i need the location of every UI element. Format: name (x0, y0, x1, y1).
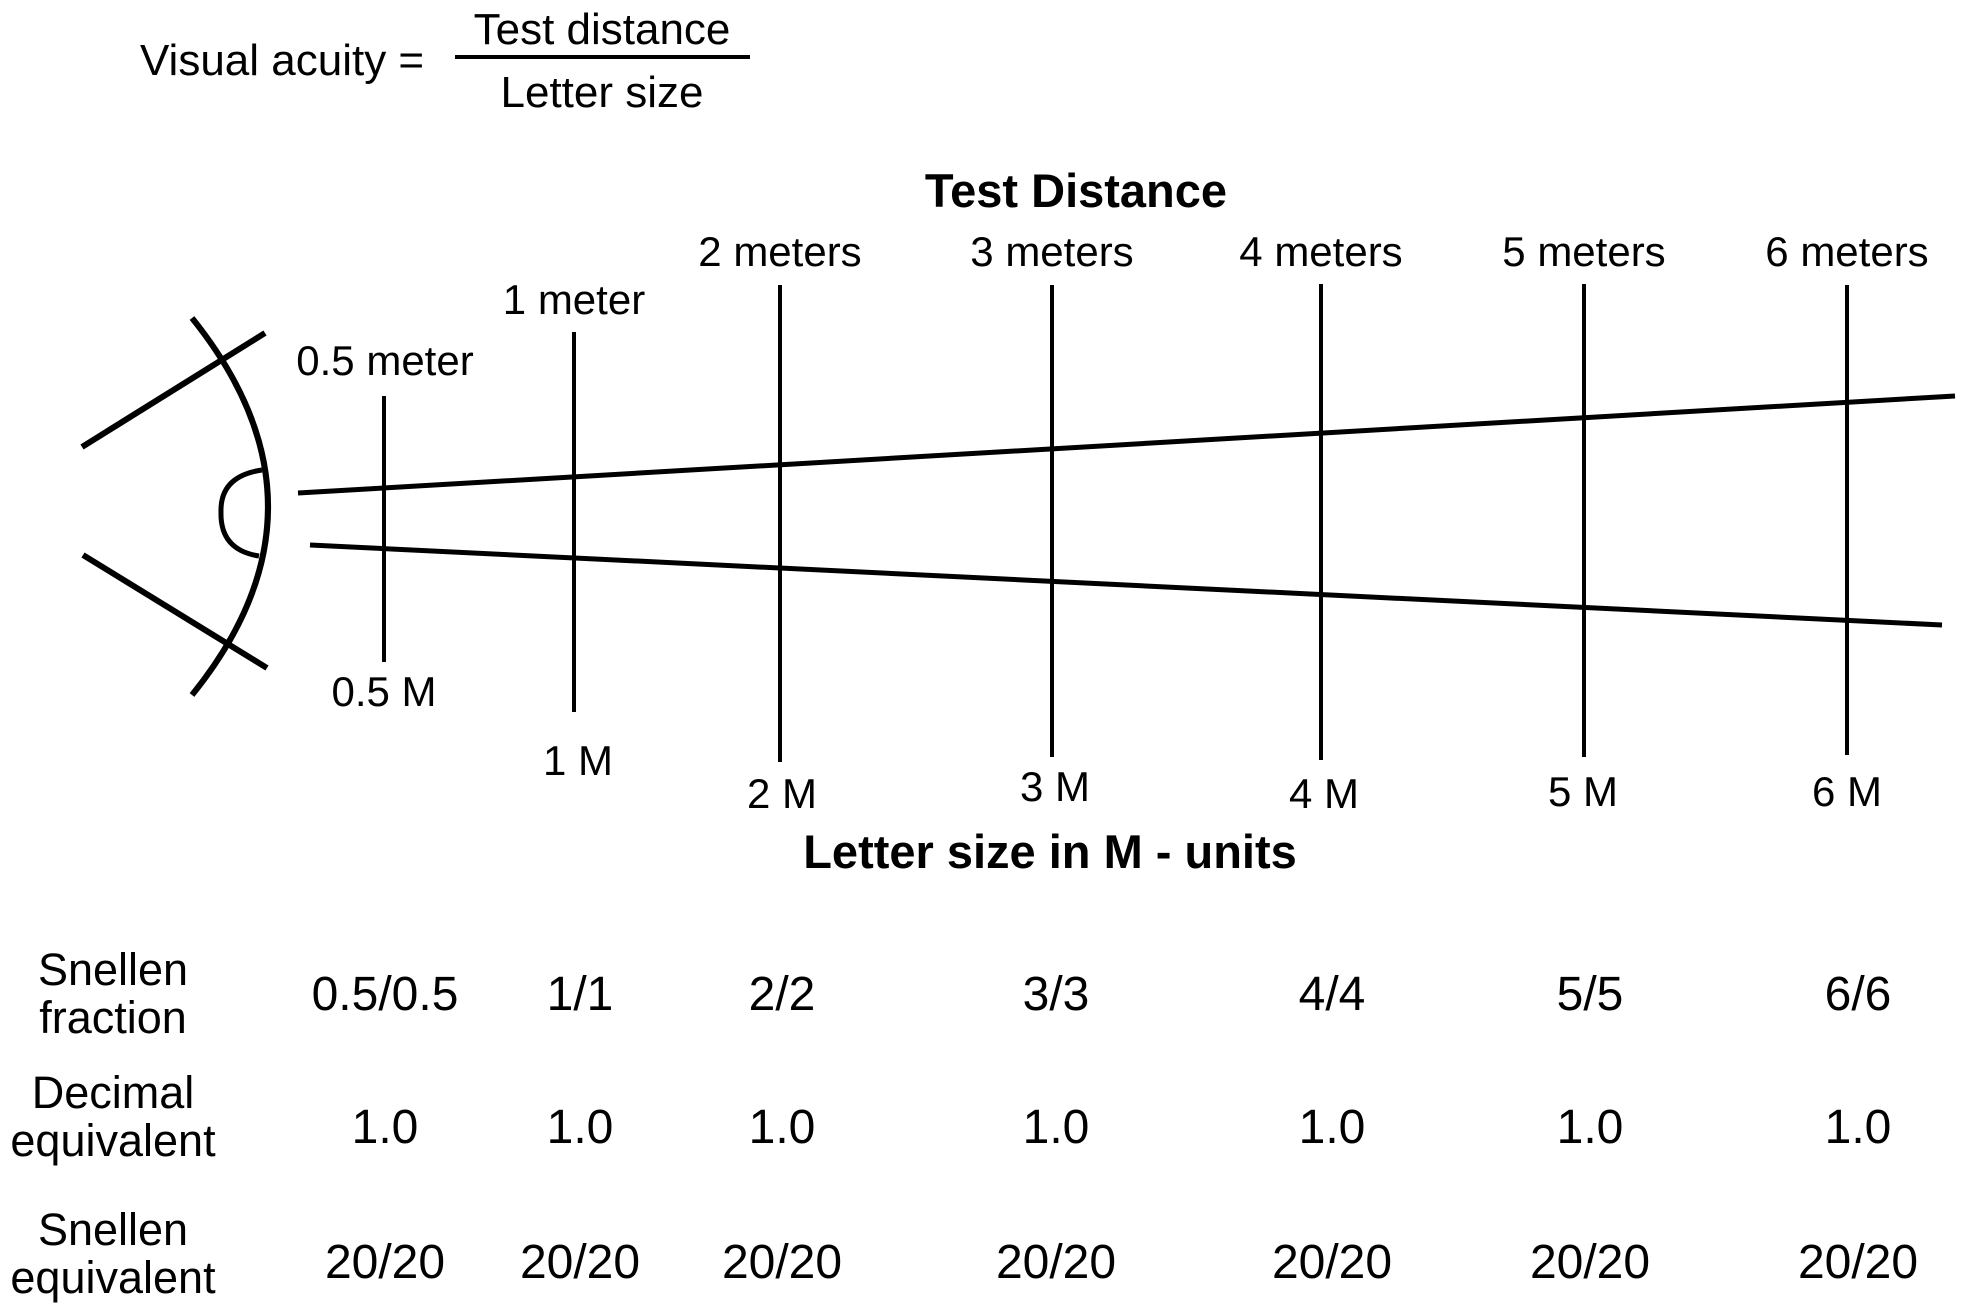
table-row-snellen-equivalent: 20/20 20/20 20/20 20/20 20/20 20/20 20/2… (325, 1236, 1918, 1289)
table-row-label-decimal-equivalent: Decimal equivalent (10, 1067, 216, 1166)
snellen-fraction-value: 4/4 (1299, 968, 1366, 1021)
distance-column-0.5m: 0.5 meter 0.5 M (296, 337, 473, 715)
table-row-decimal-equivalent: 1.0 1.0 1.0 1.0 1.0 1.0 1.0 (352, 1101, 1892, 1154)
decimal-equivalent-value: 1.0 (1825, 1101, 1892, 1154)
distance-label: 0.5 meter (296, 337, 473, 384)
snellen-fraction-value: 0.5/0.5 (312, 968, 459, 1021)
letter-size-label: 3 M (1020, 763, 1090, 810)
letter-size-label: 6 M (1812, 768, 1882, 815)
decimal-equivalent-value: 1.0 (352, 1101, 419, 1154)
decimal-equivalent-value: 1.0 (1023, 1101, 1090, 1154)
snellen-equivalent-value: 20/20 (1272, 1236, 1392, 1289)
distance-label: 4 meters (1239, 228, 1402, 275)
upper-ray-line (297, 393, 1956, 496)
distance-label: 1 meter (503, 276, 645, 323)
distance-column-2m: 2 meters 2 M (698, 228, 861, 817)
row-label-line: equivalent (10, 1115, 216, 1166)
formula-numerator: Test distance (474, 5, 731, 54)
decimal-equivalent-value: 1.0 (1299, 1101, 1366, 1154)
row-label-line: fraction (39, 992, 187, 1043)
letter-size-label: 1 M (543, 737, 613, 784)
eye-upper-lid-line (80, 330, 267, 450)
letter-size-label: 0.5 M (331, 668, 436, 715)
snellen-equivalent-value: 20/20 (996, 1236, 1116, 1289)
distance-column-6m: 6 meters 6 M (1765, 228, 1928, 815)
row-label-line: Decimal (32, 1067, 195, 1118)
distance-column-4m: 4 meters 4 M (1239, 228, 1402, 817)
distance-column-5m: 5 meters 5 M (1502, 228, 1665, 815)
eye-illustration (80, 316, 271, 697)
row-label-line: Snellen (38, 944, 188, 995)
table-row-label-snellen-equivalent: Snellen equivalent (10, 1204, 216, 1303)
letter-size-label: 2 M (747, 770, 817, 817)
snellen-fraction-value: 3/3 (1023, 968, 1090, 1021)
eye-lower-lid-line (81, 552, 269, 671)
snellen-fraction-value: 5/5 (1557, 968, 1624, 1021)
distance-column-1m: 1 meter 1 M (503, 276, 645, 784)
snellen-equivalent-value: 20/20 (1798, 1236, 1918, 1289)
eye-lens (218, 467, 263, 559)
distance-label: 3 meters (970, 228, 1133, 275)
decimal-equivalent-value: 1.0 (749, 1101, 816, 1154)
decimal-equivalent-value: 1.0 (1557, 1101, 1624, 1154)
test-distance-title: Test Distance (925, 164, 1227, 217)
table-row-label-snellen-fraction: Snellen fraction (38, 944, 188, 1043)
acuity-formula: Visual acuity = Test distance Letter siz… (140, 5, 750, 117)
letter-size-title: Letter size in M - units (803, 825, 1297, 878)
snellen-fraction-value: 6/6 (1825, 968, 1892, 1021)
distance-label: 5 meters (1502, 228, 1665, 275)
distance-column-3m: 3 meters 3 M (970, 228, 1133, 810)
distance-label: 2 meters (698, 228, 861, 275)
formula-denominator: Letter size (501, 68, 704, 117)
snellen-equivalent-value: 20/20 (722, 1236, 842, 1289)
snellen-fraction-value: 2/2 (749, 968, 816, 1021)
table-row-snellen-fraction: 0.5/0.5 1/1 2/2 3/3 4/4 5/5 6/6 (312, 968, 1892, 1021)
distance-label: 6 meters (1765, 228, 1928, 275)
snellen-fraction-value: 1/1 (547, 968, 614, 1021)
formula-lhs: Visual acuity = (140, 36, 424, 85)
letter-size-label: 4 M (1289, 770, 1359, 817)
decimal-equivalent-value: 1.0 (547, 1101, 614, 1154)
row-label-line: Snellen (38, 1204, 188, 1255)
snellen-equivalent-value: 20/20 (520, 1236, 640, 1289)
lower-ray-line (309, 542, 1943, 628)
row-label-line: equivalent (10, 1252, 216, 1303)
snellen-equivalent-value: 20/20 (325, 1236, 445, 1289)
letter-size-label: 5 M (1548, 768, 1618, 815)
snellen-equivalent-value: 20/20 (1530, 1236, 1650, 1289)
